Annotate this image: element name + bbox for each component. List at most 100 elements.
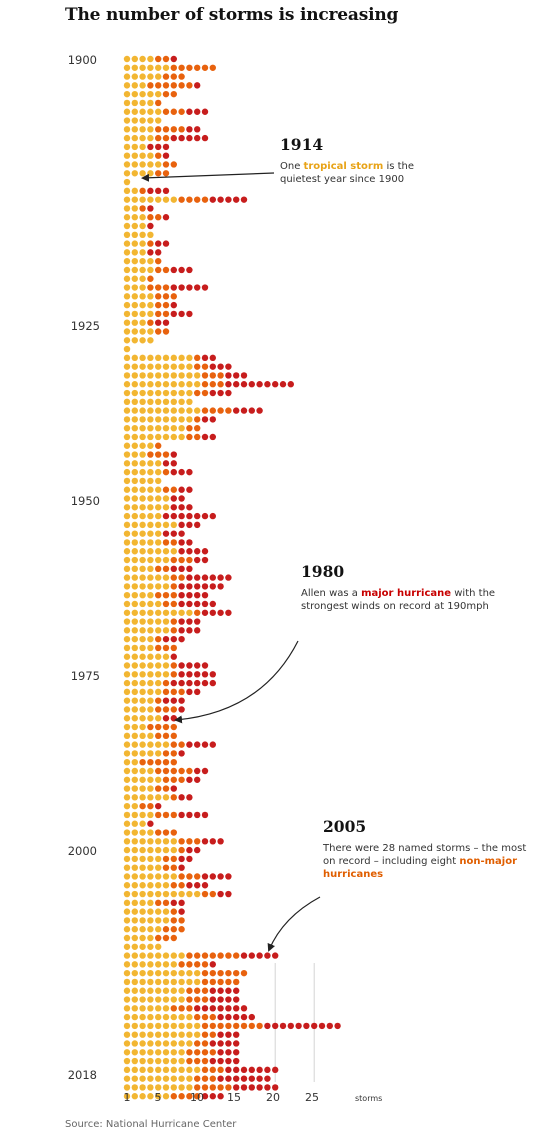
tropical-storm-dot [131,55,138,63]
major-hurricane-dot [233,407,240,414]
hurricane-dot [186,873,193,880]
tropical-storm-dot [139,363,146,370]
major-hurricane-dot [170,679,177,687]
year-row-1900 [123,55,177,63]
tropical-storm-dot [123,591,131,599]
major-hurricane-dot [178,679,185,687]
tropical-storm-dot [155,890,162,898]
hurricane-dot [155,811,162,819]
tropical-storm-dot [139,715,146,722]
tropical-storm-dot [162,978,170,986]
hurricane-dot [170,73,177,80]
hurricane-dot [170,750,177,757]
year-row-2000 [123,934,177,942]
major-hurricane-dot [194,512,201,520]
hurricane-dot [194,1013,201,1021]
tropical-storm-dot [139,416,146,423]
major-hurricane-dot [209,671,216,678]
tropical-storm-dot [147,697,154,704]
hurricane-dot [233,978,240,986]
hurricane-dot [170,829,177,836]
tropical-storm-dot [139,662,146,669]
tropical-storm-dot [186,1075,193,1082]
annotation-year: 1914 [280,135,324,154]
hurricane-dot [162,161,170,168]
tropical-storm-dot [123,407,131,414]
tropical-storm-dot [131,732,138,740]
tropical-storm-dot [155,468,162,476]
tropical-storm-dot [131,969,138,977]
tropical-storm-dot [155,978,162,986]
tropical-storm-dot [123,460,131,467]
hurricane-dot [162,864,170,871]
major-hurricane-dot [194,521,201,529]
tropical-storm-dot [131,64,138,71]
major-hurricane-dot [201,548,209,555]
tropical-storm-dot [131,1040,138,1047]
tropical-storm-dot [123,424,131,432]
tropical-storm-dot [155,407,162,414]
tropical-storm-dot [178,354,185,362]
x-unit-label: storms [355,1094,382,1103]
major-hurricane-dot [186,565,193,573]
major-hurricane-dot [233,1005,240,1012]
tropical-storm-dot [139,214,146,221]
tropical-storm-dot [131,1022,138,1030]
major-hurricane-dot [186,512,193,520]
year-row-1959 [123,574,232,581]
major-hurricane-dot [170,565,177,573]
major-hurricane-dot [272,381,279,388]
year-row-1932 [123,337,154,344]
hurricane-dot [186,987,193,994]
annotation-text-part: with the strongest winds on record at 19… [301,588,496,612]
major-hurricane-dot [170,512,177,520]
tropical-storm-dot [131,196,138,203]
hurricane-dot [162,266,170,274]
major-hurricane-dot [155,802,162,810]
tropical-storm-dot [139,196,146,203]
hurricane-dot [194,1084,201,1091]
tropical-storm-dot [123,152,131,159]
major-hurricane-dot [178,908,185,915]
tropical-storm-dot [139,565,146,573]
year-row-1975 [123,715,177,722]
tropical-storm-dot [139,486,146,493]
tropical-storm-dot [194,1022,201,1030]
hurricane-dot [233,969,240,977]
hurricane-dot [155,284,162,291]
tropical-storm-dot [123,521,131,529]
tropical-storm-dot [139,424,146,432]
hurricane-dot [201,1022,209,1030]
tropical-storm-dot [162,583,170,590]
tropical-storm-dot [147,196,154,203]
hurricane-dot [225,407,232,414]
hurricane-dot [162,600,170,608]
hurricane-dot [162,750,170,757]
major-hurricane-dot [194,776,201,783]
hurricane-dot [201,196,209,203]
tropical-storm-dot [147,600,154,608]
major-hurricane-dot [264,1066,271,1074]
tropical-storm-dot [170,416,177,423]
year-row-1981 [123,767,209,775]
tropical-storm-dot [155,1005,162,1012]
hurricane-dot [170,811,177,819]
major-hurricane-dot [170,697,177,704]
major-hurricane-dot [217,890,224,898]
hurricane-dot [170,293,177,300]
tropical-storm-dot [139,952,146,959]
tropical-storm-dot [139,846,146,854]
tropical-storm-dot [155,1031,162,1038]
hurricane-dot [178,873,185,880]
tropical-storm-dot [123,574,131,581]
tropical-storm-dot [131,170,138,177]
annotation-text-part: is the quietest year since 1900 [280,161,415,185]
year-row-1914 [123,178,131,186]
hurricane-dot [178,1005,185,1012]
tropical-storm-dot [131,249,138,256]
year-row-1920 [123,231,154,238]
major-hurricane-dot [217,1013,224,1021]
hurricane-dot [170,855,177,863]
major-hurricane-dot [217,1093,224,1100]
tropical-storm-dot [139,890,146,898]
